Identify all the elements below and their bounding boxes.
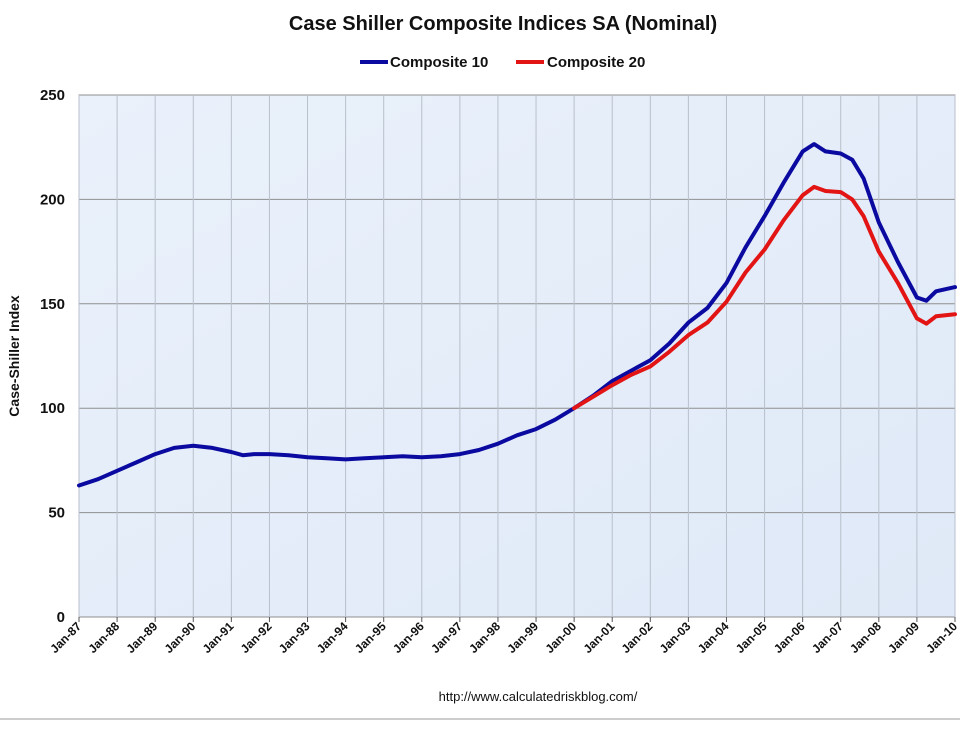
y-tick-label: 100 [40,400,65,417]
x-tick-label: Jan-04 [695,619,732,656]
legend: Composite 10 Composite 20 [360,54,645,71]
y-axis-ticks: 0 50 100 150 200 250 [40,87,65,626]
series-line-composite-10 [77,142,957,488]
x-tick-label: Jan-01 [581,619,618,656]
series-line-composite-20 [572,184,957,411]
x-tick-label: Jan-94 [314,619,351,656]
y-tick-label: 150 [40,296,65,313]
source-url: http://www.calculatedriskblog.com/ [439,689,638,704]
x-tick-label: Jan-05 [733,619,770,656]
x-tick-label: Jan-08 [847,619,884,656]
x-tick-label: Jan-06 [771,619,808,656]
x-tick-label: Jan-87 [47,619,84,656]
x-tick-label: Jan-97 [428,619,465,656]
x-tick-label: Jan-02 [619,619,656,656]
x-tick-label: Jan-88 [85,619,122,656]
x-tick-label: Jan-07 [809,619,846,656]
x-tick-label: Jan-98 [466,619,503,656]
x-tick-label: Jan-09 [885,619,922,656]
y-tick-label: 250 [40,87,65,104]
x-tick-label: Jan-99 [504,619,541,656]
x-axis-ticks: Jan-87 Jan-88 Jan-89 Jan-90 Jan-91 Jan-92 Jan-… [47,617,960,656]
grid [78,94,956,618]
x-tick-label: Jan-91 [200,619,237,656]
y-tick-label: 50 [48,505,65,522]
x-tick-label: Jan-00 [542,619,579,656]
series-lines [77,142,957,488]
x-tick-label: Jan-10 [923,619,960,656]
x-tick-label: Jan-03 [657,619,694,656]
legend-label-composite-10: Composite 10 [390,54,488,71]
x-tick-label: Jan-96 [390,619,427,656]
chart-title: Case Shiller Composite Indices SA (Nomin… [289,13,717,35]
y-tick-label: 200 [40,191,65,208]
legend-label-composite-20: Composite 20 [547,54,645,71]
y-tick-label: 0 [57,609,65,626]
x-tick-label: Jan-89 [124,619,161,656]
x-tick-label: Jan-93 [276,619,313,656]
x-tick-label: Jan-90 [162,619,199,656]
plot-area [78,94,956,618]
x-tick-label: Jan-95 [352,619,389,656]
y-axis-label: Case-Shiller Index [6,295,22,417]
x-tick-label: Jan-92 [238,619,275,656]
